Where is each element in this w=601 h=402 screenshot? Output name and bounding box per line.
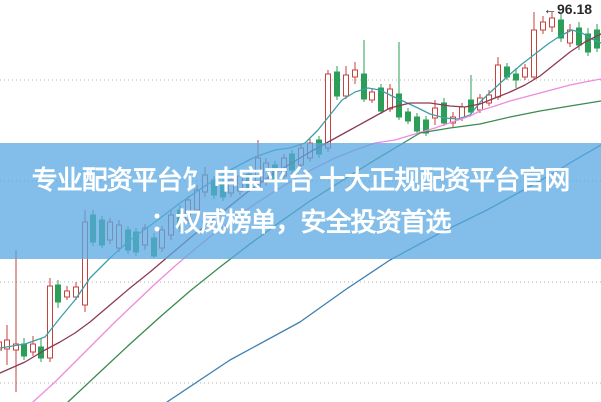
left-arrow-icon: ← (543, 1, 557, 17)
overlay-banner: 专业配资平台饣 申宝平台 十大正规配资平台官网 ：权威榜单，安全投资首选 (0, 143, 601, 259)
banner-title-line-1: 专业配资平台饣 申宝平台 十大正规配资平台官网 (31, 165, 570, 195)
price-value: 96.18 (557, 1, 593, 17)
price-annotation: ← 96.18 (543, 1, 601, 17)
banner-title-line-2: ：权威榜单，安全投资首选 (150, 207, 451, 237)
